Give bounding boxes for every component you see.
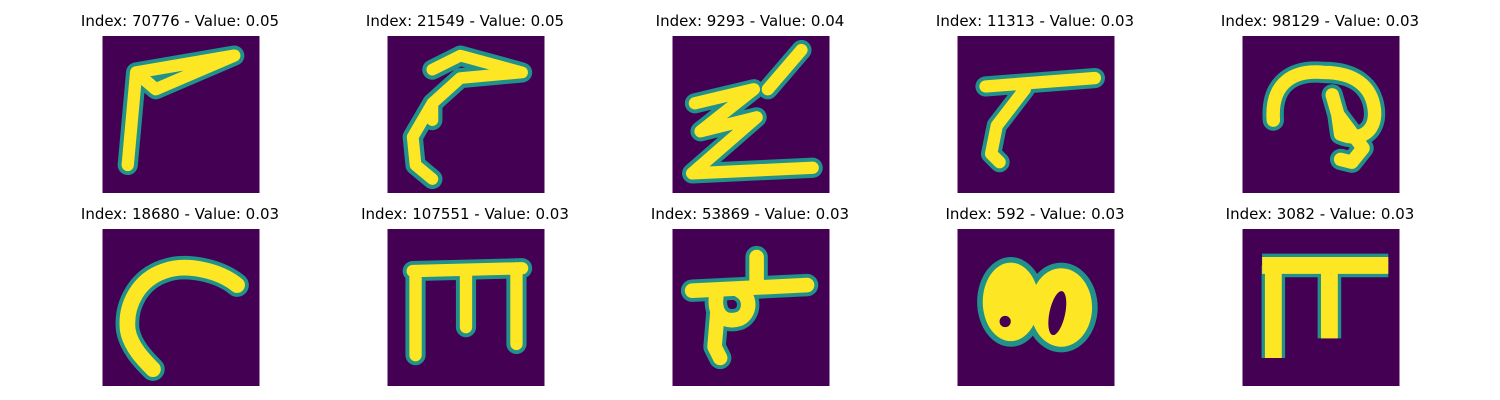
panel-3: Index: 9293 - Value: 0.04	[630, 12, 870, 193]
panel-title: Index: 107551 - Value: 0.03	[361, 205, 569, 223]
panel-7: Index: 107551 - Value: 0.03	[345, 205, 585, 386]
panel-10: Index: 3082 - Value: 0.03	[1200, 205, 1440, 386]
glyph-svg	[672, 229, 830, 386]
panel-6: Index: 18680 - Value: 0.03	[60, 205, 300, 386]
glyph-svg	[672, 36, 830, 193]
glyph-image	[957, 229, 1115, 386]
glyph-svg	[387, 229, 545, 386]
glyph-image	[387, 229, 545, 386]
glyph-image	[1242, 229, 1400, 386]
glyph-svg	[102, 36, 260, 193]
glyph-image	[102, 36, 260, 193]
panel-title: Index: 70776 - Value: 0.05	[80, 12, 280, 30]
glyph-image	[672, 229, 830, 386]
panel-title: Index: 18680 - Value: 0.03	[80, 205, 280, 223]
glyph-svg	[102, 229, 260, 386]
glyph-svg	[957, 229, 1115, 386]
panel-title: Index: 9293 - Value: 0.04	[655, 12, 845, 30]
glyph-image	[672, 36, 830, 193]
glyph-svg	[1242, 36, 1400, 193]
panel-8: Index: 53869 - Value: 0.03	[630, 205, 870, 386]
panel-9: Index: 592 - Value: 0.03	[915, 205, 1155, 386]
panel-5: Index: 98129 - Value: 0.03	[1200, 12, 1440, 193]
panel-title: Index: 3082 - Value: 0.03	[1225, 205, 1415, 223]
glyph-svg	[387, 36, 545, 193]
panel-title: Index: 11313 - Value: 0.03	[935, 12, 1135, 30]
panel-2: Index: 21549 - Value: 0.05	[345, 12, 585, 193]
glyph-image	[1242, 36, 1400, 193]
glyph-svg	[1242, 229, 1400, 386]
glyph-image	[387, 36, 545, 193]
panel-title: Index: 53869 - Value: 0.03	[650, 205, 850, 223]
panel-1: Index: 70776 - Value: 0.05	[60, 12, 300, 193]
panel-title: Index: 592 - Value: 0.03	[945, 205, 1125, 223]
panel-title: Index: 21549 - Value: 0.05	[365, 12, 565, 30]
panel-title: Index: 98129 - Value: 0.03	[1220, 12, 1420, 30]
glyph-svg	[957, 36, 1115, 193]
glyph-image	[102, 229, 260, 386]
panel-4: Index: 11313 - Value: 0.03	[915, 12, 1155, 193]
glyph-image	[957, 36, 1115, 193]
